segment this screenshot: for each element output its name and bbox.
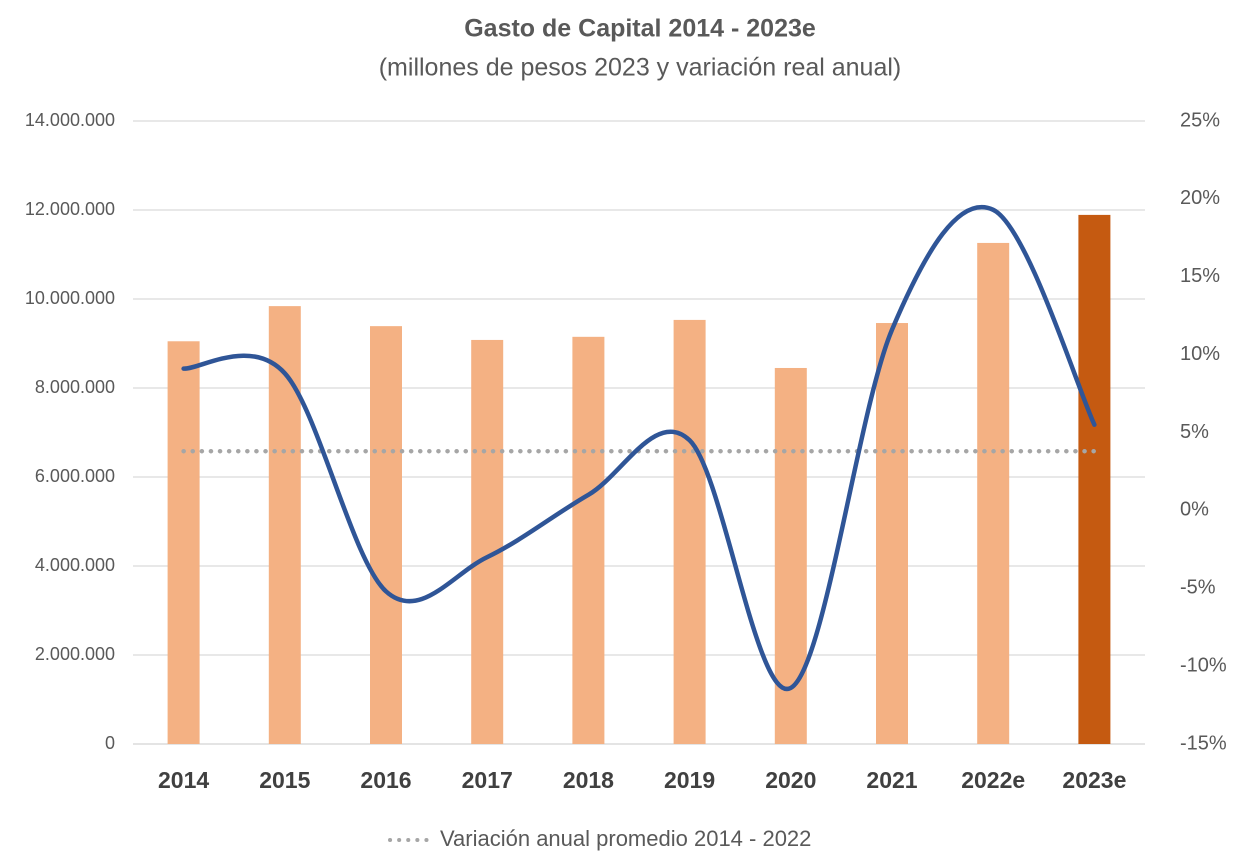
- y2-tick-label: 25%: [1180, 109, 1220, 131]
- y-tick-label: 14.000.000: [25, 110, 115, 130]
- y2-tick-label: -15%: [1180, 732, 1227, 754]
- y-tick-label: 8.000.000: [35, 377, 115, 397]
- bar: [876, 323, 908, 744]
- x-tick-label: 2014: [158, 767, 209, 793]
- y2-tick-label: 20%: [1180, 187, 1220, 209]
- bar: [673, 319, 706, 744]
- bar: [1078, 214, 1111, 744]
- y-tick-label: 12.000.000: [25, 199, 115, 219]
- bar: [572, 336, 605, 744]
- x-tick-label: 2016: [360, 767, 411, 793]
- y2-tick-label: 5%: [1180, 421, 1209, 443]
- legend-label: Variación anual promedio 2014 - 2022: [440, 826, 811, 851]
- x-tick-label: 2021: [866, 767, 917, 793]
- x-tick-label: 2022e: [961, 767, 1025, 793]
- y-tick-label: 4.000.000: [35, 555, 115, 575]
- bar: [977, 242, 1010, 744]
- y2-tick-label: 0%: [1180, 499, 1209, 521]
- bar: [167, 341, 200, 744]
- y2-tick-label: -5%: [1180, 577, 1216, 599]
- y2-tick-label: 15%: [1180, 265, 1220, 287]
- chart-subtitle: (millones de pesos 2023 y variación real…: [379, 54, 902, 82]
- bar: [774, 367, 807, 744]
- line: [181, 205, 1097, 691]
- x-tick-label: 2017: [462, 767, 513, 793]
- x-tick-label: 2019: [664, 767, 715, 793]
- chart-title: Gasto de Capital 2014 - 2023e: [464, 15, 816, 43]
- y-tick-label: 10.000.000: [25, 288, 115, 308]
- bar: [268, 306, 301, 744]
- y-tick-label: 2.000.000: [35, 644, 115, 664]
- x-tick-label: 2023e: [1062, 767, 1126, 793]
- x-tick-label: 2018: [563, 767, 614, 793]
- bar: [370, 326, 402, 744]
- y2-tick-label: 10%: [1180, 343, 1220, 365]
- x-tick-label: 2020: [765, 767, 816, 793]
- x-tick-label: 2015: [259, 767, 310, 793]
- y2-tick-label: -10%: [1180, 654, 1227, 676]
- bar: [471, 339, 504, 744]
- y-tick-label: 6.000.000: [35, 466, 115, 486]
- y-tick-label: 0: [105, 733, 115, 753]
